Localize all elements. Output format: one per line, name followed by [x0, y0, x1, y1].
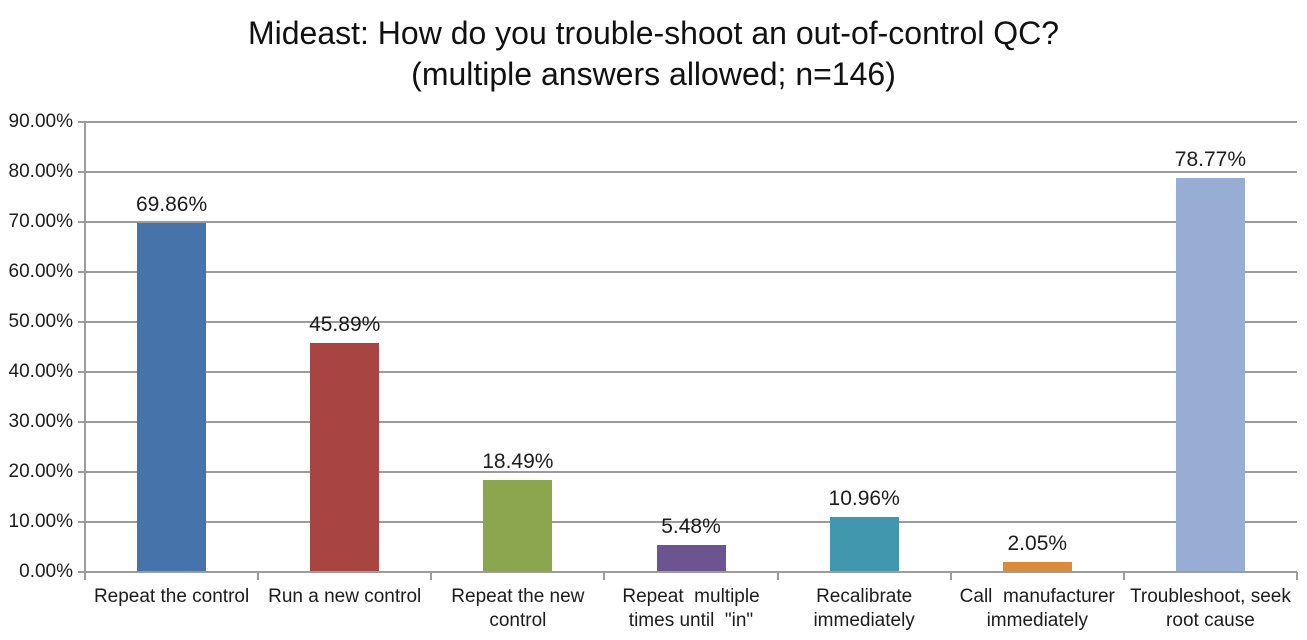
y-axis-tick	[78, 571, 85, 573]
chart-title: Mideast: How do you trouble-shoot an out…	[0, 13, 1307, 95]
x-axis-tick	[603, 572, 606, 580]
y-gridline	[85, 421, 1297, 423]
x-axis-tick	[1122, 572, 1125, 580]
y-axis-label: 40.00%	[8, 361, 73, 382]
y-gridline	[85, 521, 1297, 523]
category-label: Repeat multiple times until "in"	[622, 586, 760, 631]
y-axis-tick	[78, 371, 85, 373]
y-gridline	[85, 171, 1297, 173]
y-axis-label: 20.00%	[8, 461, 73, 482]
bar	[1175, 178, 1245, 572]
category-label: Recalibrate immediately	[813, 586, 915, 631]
y-axis-tick	[78, 321, 85, 323]
x-axis-tick	[949, 572, 952, 580]
y-axis-tick	[78, 121, 85, 123]
y-axis-label: 0.00%	[19, 561, 73, 582]
bar	[656, 544, 726, 572]
bar	[310, 342, 380, 572]
y-axis-tick	[78, 271, 85, 273]
y-axis-line	[84, 122, 86, 572]
y-axis-label: 50.00%	[8, 311, 73, 332]
y-axis-tick	[78, 471, 85, 473]
category-label: Troubleshoot, seek root cause	[1129, 586, 1291, 631]
category-label: Call manufacturer immediately	[959, 586, 1115, 631]
y-axis-label: 30.00%	[8, 411, 73, 432]
y-axis-tick	[78, 171, 85, 173]
y-gridline	[85, 271, 1297, 273]
category-label: Repeat the control	[93, 586, 250, 607]
bar-value-label: 78.77%	[1174, 148, 1247, 172]
y-axis-label: 60.00%	[8, 261, 73, 282]
bar-value-label: 18.49%	[482, 449, 554, 473]
y-gridline	[85, 121, 1297, 123]
x-axis-tick	[430, 572, 433, 580]
category-label: Repeat the new control	[451, 586, 585, 631]
y-axis-label: 90.00%	[8, 111, 73, 132]
chart-title-line1: Mideast: How do you trouble-shoot an out…	[247, 15, 1060, 51]
y-gridline	[85, 221, 1297, 223]
y-gridline	[85, 371, 1297, 373]
y-axis-tick	[78, 221, 85, 223]
x-axis-tick	[1296, 572, 1298, 580]
chart-title-line2: (multiple answers allowed; n=146)	[411, 56, 896, 92]
x-axis-line	[84, 571, 1297, 573]
x-axis-tick	[776, 572, 779, 580]
category-label: Run a new control	[268, 586, 422, 607]
bar	[137, 222, 207, 572]
bar-value-label: 10.96%	[828, 487, 900, 511]
bar	[1002, 561, 1072, 572]
y-axis-label: 80.00%	[8, 161, 73, 182]
y-gridline	[85, 321, 1297, 323]
y-axis-tick	[78, 421, 85, 423]
y-axis-tick	[78, 521, 85, 523]
x-axis-tick	[257, 572, 260, 580]
bar-value-label: 45.89%	[309, 312, 381, 336]
y-axis-label: 10.00%	[8, 511, 73, 532]
bar	[829, 517, 899, 572]
x-axis-tick	[84, 572, 86, 580]
bar-value-label: 5.48%	[661, 514, 721, 538]
bar-value-label: 69.86%	[135, 192, 208, 216]
y-gridline	[85, 471, 1297, 473]
y-axis-label: 70.00%	[8, 211, 73, 232]
bar-value-label: 2.05%	[1007, 531, 1068, 555]
bar	[483, 479, 553, 572]
